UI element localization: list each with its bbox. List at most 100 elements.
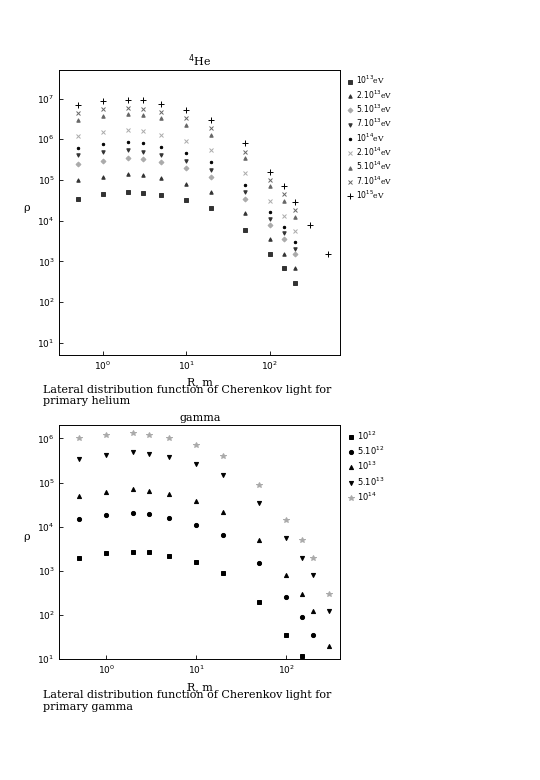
- $5.10^{13}$: [193, 459, 199, 469]
- $2.10^{13}$eV: [183, 179, 190, 189]
- $10^{14}$: [130, 429, 137, 438]
- $5.10^{13}$: [220, 470, 227, 480]
- $10^{14}$eV: [183, 149, 190, 158]
- $5.10^{14}$eV: [183, 120, 190, 129]
- Y-axis label: ρ: ρ: [23, 203, 30, 212]
- $10^{13}$eV: [241, 225, 248, 234]
- $7.10^{13}$eV: [183, 156, 190, 165]
- $10^{12}$: [326, 703, 332, 712]
- $5.10^{12}$: [326, 668, 332, 677]
- $10^{13}$eV: [208, 204, 215, 213]
- $10^{14}$eV: [75, 144, 81, 153]
- $10^{13}$eV: [292, 278, 298, 287]
- $7.10^{13}$eV: [241, 187, 248, 197]
- $10^{13}$eV: [281, 263, 288, 272]
- $10^{12}$: [130, 547, 137, 556]
- $2.10^{13}$eV: [139, 171, 146, 180]
- $5.10^{13}$eV: [267, 220, 273, 229]
- $10^{14}$eV: [100, 140, 106, 149]
- $10^{12}$: [166, 551, 172, 560]
- Line: $7.10^{14}$eV: $7.10^{14}$eV: [76, 105, 297, 212]
- $5.10^{12}$: [130, 509, 137, 518]
- $5.10^{13}$eV: [183, 163, 190, 172]
- Line: $5.10^{13}$: $5.10^{13}$: [77, 450, 331, 614]
- $5.10^{14}$eV: [158, 114, 165, 123]
- $10^{15}$eV: [306, 220, 313, 229]
- $5.10^{14}$eV: [281, 197, 288, 206]
- $5.10^{12}$: [310, 630, 316, 640]
- $5.10^{12}$: [256, 558, 262, 568]
- $10^{12}$: [146, 548, 152, 557]
- $2.10^{14}$eV: [139, 126, 146, 136]
- $7.10^{13}$eV: [208, 165, 215, 174]
- $10^{14}$: [283, 516, 289, 525]
- $10^{14}$eV: [267, 207, 273, 217]
- $5.10^{13}$: [299, 553, 305, 562]
- $10^{13}$: [166, 489, 172, 498]
- Legend: $10^{12}$, $5.10^{12}$, $10^{13}$, $5.10^{13}$, $10^{14}$: $10^{12}$, $5.10^{12}$, $10^{13}$, $5.10…: [347, 429, 385, 503]
- $10^{15}$eV: [125, 95, 131, 105]
- $5.10^{12}$: [166, 513, 172, 523]
- $10^{13}$eV: [100, 190, 106, 199]
- $5.10^{13}$: [310, 570, 316, 580]
- $10^{15}$eV: [325, 250, 331, 259]
- $10^{13}$: [146, 486, 152, 495]
- $5.10^{14}$eV: [267, 182, 273, 191]
- $10^{13}$: [310, 607, 316, 616]
- Line: $10^{12}$: $10^{12}$: [77, 550, 331, 710]
- $7.10^{13}$eV: [158, 150, 165, 159]
- $10^{12}$: [76, 553, 83, 562]
- $10^{13}$eV: [267, 250, 273, 259]
- Line: $5.10^{12}$: $5.10^{12}$: [77, 512, 331, 675]
- $2.10^{14}$eV: [292, 226, 298, 236]
- Line: $10^{14}$eV: $10^{14}$eV: [76, 140, 297, 244]
- $5.10^{12}$: [299, 612, 305, 622]
- X-axis label: R, m: R, m: [187, 682, 213, 692]
- $5.10^{13}$: [256, 498, 262, 507]
- Y-axis label: ρ: ρ: [23, 532, 30, 542]
- $7.10^{13}$eV: [267, 215, 273, 224]
- $5.10^{13}$eV: [139, 154, 146, 164]
- Line: $10^{13}$: $10^{13}$: [77, 488, 331, 648]
- $7.10^{14}$eV: [267, 176, 273, 185]
- $5.10^{13}$eV: [208, 172, 215, 182]
- $10^{14}$: [76, 434, 83, 443]
- Line: $10^{13}$eV: $10^{13}$eV: [76, 190, 296, 285]
- $10^{13}$eV: [158, 190, 165, 200]
- $7.10^{13}$eV: [100, 147, 106, 156]
- $10^{15}$eV: [100, 97, 106, 106]
- Text: Lateral distribution function of Cherenkov light for
primary gamma: Lateral distribution function of Cherenk…: [43, 690, 332, 712]
- $5.10^{13}$: [103, 450, 110, 459]
- $2.10^{14}$eV: [281, 211, 288, 221]
- $10^{15}$eV: [75, 101, 81, 110]
- Legend: $10^{13}$eV, $2.10^{13}$eV, $5.10^{13}$eV, $7.10^{13}$eV, $10^{14}$eV, $2.10^{14: $10^{13}$eV, $2.10^{13}$eV, $5.10^{13}$e…: [347, 74, 392, 201]
- Text: Lateral distribution function of Cherenkov light for
primary helium: Lateral distribution function of Cherenk…: [43, 385, 332, 406]
- $10^{14}$eV: [292, 237, 298, 246]
- $10^{14}$: [103, 431, 110, 440]
- $2.10^{14}$eV: [208, 145, 215, 154]
- $5.10^{13}$: [130, 448, 137, 457]
- $5.10^{13}$eV: [292, 250, 298, 259]
- $7.10^{14}$eV: [158, 108, 165, 117]
- Line: $2.10^{14}$eV: $2.10^{14}$eV: [76, 128, 297, 233]
- $2.10^{13}$eV: [267, 235, 273, 244]
- $7.10^{14}$eV: [208, 123, 215, 133]
- $2.10^{13}$eV: [292, 263, 298, 272]
- Title: $^4$He: $^4$He: [188, 53, 211, 69]
- $2.10^{13}$eV: [100, 172, 106, 182]
- $10^{13}$: [220, 507, 227, 516]
- $5.10^{14}$eV: [125, 109, 131, 119]
- $5.10^{13}$eV: [125, 153, 131, 162]
- $10^{13}$: [299, 589, 305, 598]
- $5.10^{14}$eV: [139, 110, 146, 119]
- $5.10^{12}$: [146, 509, 152, 519]
- $10^{15}$eV: [292, 198, 298, 207]
- $10^{13}$: [256, 535, 262, 544]
- Title: gamma: gamma: [179, 413, 220, 423]
- $10^{15}$eV: [267, 167, 273, 176]
- $10^{13}$eV: [183, 196, 190, 205]
- $7.10^{13}$eV: [281, 229, 288, 238]
- $10^{15}$eV: [139, 96, 146, 105]
- $5.10^{13}$eV: [241, 194, 248, 204]
- $2.10^{14}$eV: [125, 126, 131, 135]
